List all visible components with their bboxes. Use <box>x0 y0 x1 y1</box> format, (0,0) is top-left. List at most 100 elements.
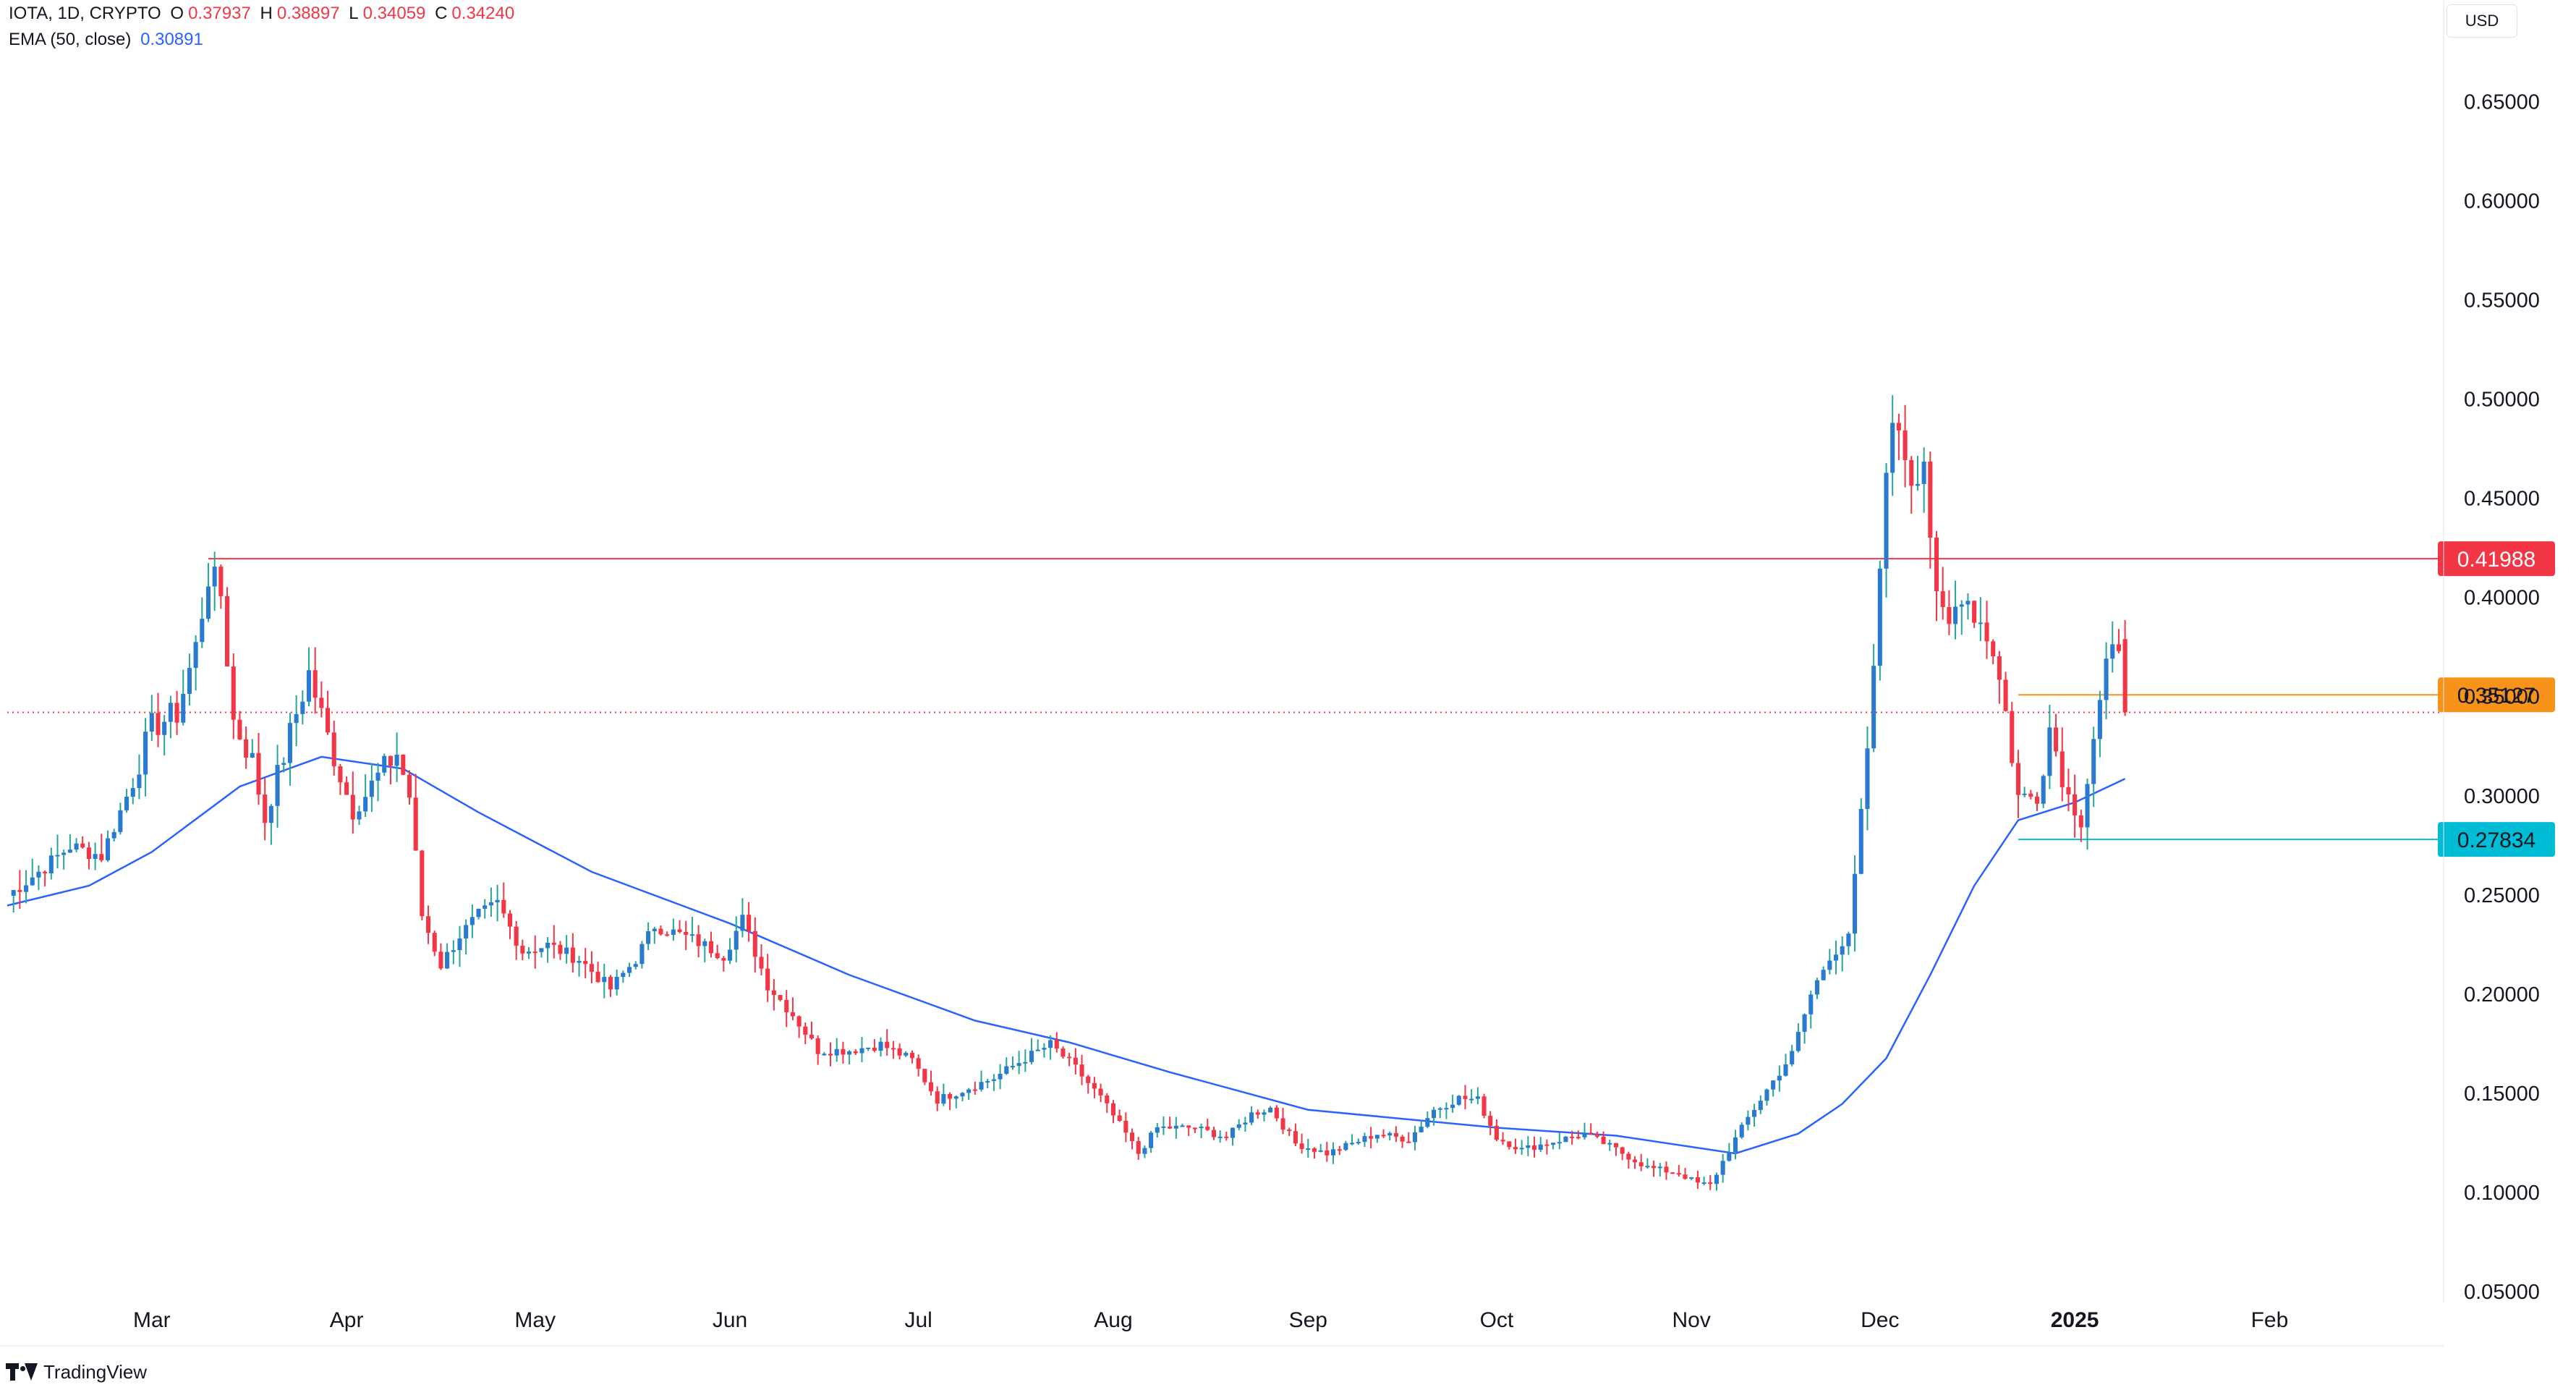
candle-body <box>1350 1143 1355 1145</box>
candle-body <box>904 1052 909 1056</box>
candle-body <box>162 721 167 735</box>
candle-body <box>1016 1063 1021 1067</box>
candle-body <box>483 905 488 909</box>
candle-body <box>589 964 594 972</box>
candle-body <box>61 852 67 855</box>
price-tick-label: 0.10000 <box>2464 1182 2540 1205</box>
candle-body <box>1362 1136 1367 1143</box>
candle-body <box>457 938 462 951</box>
candle-body <box>306 670 312 702</box>
candle-body <box>759 957 764 969</box>
horizontal-levels[interactable]: 0.41988 0.35127 0.27834 <box>7 541 2555 857</box>
candle-body <box>972 1089 977 1091</box>
price-tick-label: 0.05000 <box>2464 1281 2540 1304</box>
candle-body <box>577 961 582 963</box>
candle-body <box>250 753 255 758</box>
candle-body <box>514 926 519 946</box>
candle-body <box>1544 1144 1550 1146</box>
candle-body <box>143 732 148 775</box>
candle-body <box>1337 1149 1342 1151</box>
price-tick-label: 0.15000 <box>2464 1082 2540 1106</box>
candle-body <box>1877 568 1882 666</box>
candle-body <box>960 1093 965 1097</box>
candle-body <box>570 947 575 963</box>
candle-body <box>118 810 123 832</box>
candle-body <box>652 928 657 931</box>
candle-body <box>1613 1143 1618 1148</box>
candle-body <box>2085 784 2090 828</box>
candle-body <box>501 899 506 914</box>
candle-body <box>30 877 35 886</box>
candle-body <box>1060 1048 1066 1057</box>
candle-body <box>778 995 783 1000</box>
candle-body <box>1205 1127 1210 1130</box>
candle-body <box>866 1047 871 1049</box>
candle-body <box>1607 1143 1612 1145</box>
close-value: 0.34240 <box>451 4 515 23</box>
candle-body <box>633 964 638 967</box>
candle-body <box>1387 1132 1393 1136</box>
price-tick-label: 0.25000 <box>2464 884 2540 907</box>
candle-body <box>1482 1096 1487 1116</box>
candle-body <box>916 1058 921 1069</box>
candle-body <box>1186 1125 1191 1128</box>
candle-body <box>344 782 349 795</box>
candle-body <box>1833 954 1839 961</box>
candle-body <box>1035 1049 1040 1051</box>
candle-body <box>752 931 757 957</box>
level-price-tag <box>2438 541 2555 577</box>
candle-body <box>558 944 563 954</box>
candles <box>11 395 2127 1191</box>
candle-body <box>1626 1153 1631 1160</box>
time-tick-label: Mar <box>133 1308 171 1332</box>
candle-body <box>1758 1101 1763 1110</box>
candle-body <box>187 668 192 694</box>
candle-body <box>564 947 569 954</box>
candle-body <box>1683 1174 1688 1179</box>
candle-body <box>621 972 626 978</box>
candle-body <box>721 958 726 961</box>
candle-body <box>1884 472 1889 569</box>
ema-label: EMA (50, close) <box>9 30 132 49</box>
candle-body <box>401 754 406 775</box>
candle-body <box>375 772 381 781</box>
candle-body <box>1714 1174 1719 1185</box>
candle-body <box>1079 1064 1084 1077</box>
candle-body <box>438 952 443 969</box>
candle-body <box>948 1094 953 1099</box>
candle-body <box>244 739 249 758</box>
candle-body <box>1563 1136 1568 1143</box>
candle-body <box>432 933 437 952</box>
candle-body <box>1330 1149 1336 1156</box>
candle-body <box>796 1016 802 1027</box>
candle-body <box>464 925 469 938</box>
candle-body <box>941 1094 946 1104</box>
candle-body <box>1199 1127 1204 1129</box>
price-tick-label: 0.65000 <box>2464 90 2540 114</box>
tradingview-logo[interactable]: TradingView <box>6 1360 147 1383</box>
candle-body <box>1230 1127 1236 1138</box>
candle-body <box>1940 591 1945 607</box>
candle-body <box>1306 1148 1311 1150</box>
candle-body <box>363 797 368 812</box>
candle-body <box>1067 1056 1072 1059</box>
axes[interactable]: 0.05000 0.10000 0.15000 0.20000 0.25000 0.300… <box>0 0 2540 1347</box>
low-label: L <box>349 4 359 23</box>
candle-body <box>1513 1147 1518 1150</box>
candle-body <box>1262 1112 1267 1115</box>
candle-body <box>847 1051 852 1055</box>
candle-body <box>671 929 676 935</box>
candle-body <box>1023 1061 1028 1064</box>
candle-body <box>1098 1088 1103 1096</box>
price-tick-label: 0.40000 <box>2464 587 2540 610</box>
candle-body <box>784 999 789 1012</box>
candle-body <box>1689 1177 1694 1179</box>
currency-button[interactable]: USD <box>2447 4 2517 38</box>
candle-body <box>1821 970 1826 980</box>
candle-body <box>174 703 179 723</box>
price-tick-label: 0.60000 <box>2464 190 2540 213</box>
candle-body <box>689 934 694 936</box>
candle-body <box>2110 644 2115 659</box>
candle-body <box>665 934 670 936</box>
